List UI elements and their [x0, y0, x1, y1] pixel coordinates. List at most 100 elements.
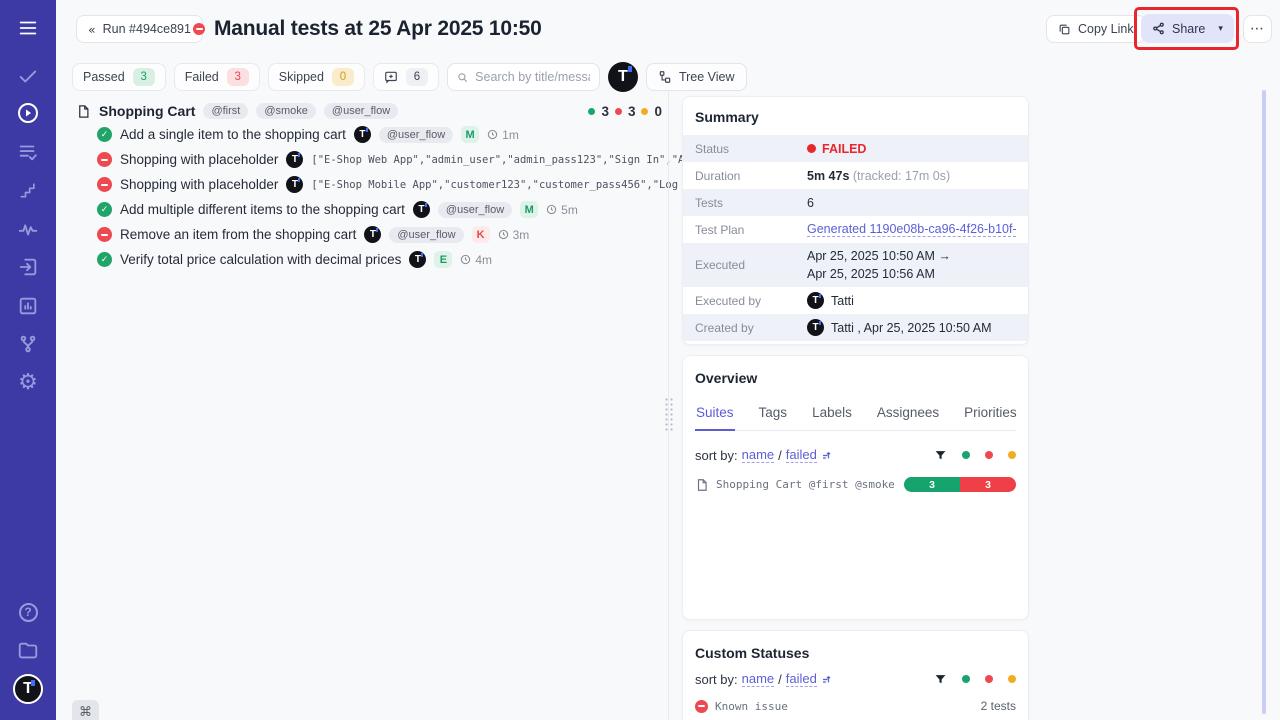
overview-title: Overview [695, 370, 758, 386]
filter-chip-skipped[interactable]: Skipped 0 [267, 63, 365, 91]
overview-suite-row[interactable]: Shopping Cart @first @smoke … 3 3 [695, 477, 1016, 492]
comment-icon [385, 71, 397, 84]
test-tag[interactable]: @user_flow [389, 226, 464, 243]
sort-direction-icon[interactable] [821, 449, 833, 461]
page-title: Manual tests at 25 Apr 2025 10:50 [214, 17, 542, 40]
test-tag[interactable]: @user_flow [437, 201, 513, 218]
run-failed-status-icon [193, 23, 205, 35]
test-failed-icon [97, 227, 112, 242]
duration: 1m [487, 128, 519, 142]
suite-tag[interactable]: @first [203, 103, 249, 119]
custom-statuses-card: Custom Statuses sort by: name / failed K… [682, 630, 1029, 720]
assignee-avatar: T [286, 176, 304, 193]
suite-row[interactable]: Shopping Cart @first @smoke @user_flow 3… [76, 100, 662, 122]
tab-assignees[interactable]: Assignees [876, 405, 940, 420]
assignee-avatar: T [412, 201, 430, 218]
test-row[interactable]: ✓ Add a single item to the shopping cart… [76, 122, 662, 147]
sort-by-failed-link[interactable]: failed [785, 447, 817, 463]
user-avatar-filter[interactable]: T [607, 62, 638, 92]
ellipsis-icon: ⋯ [1250, 21, 1265, 37]
test-row[interactable]: Remove an item from the shopping cart T … [76, 222, 662, 247]
filter-funnel-icon[interactable] [934, 449, 947, 462]
tab-suites[interactable]: Suites [695, 399, 735, 431]
search-input[interactable] [475, 70, 590, 84]
profile-avatar[interactable]: T [12, 673, 44, 705]
avatar-letter: T [23, 680, 33, 697]
failed-count-badge: 3 [226, 68, 249, 86]
tab-priorities[interactable]: Priorities [964, 405, 1017, 420]
pass-fail-bar: 3 3 [904, 477, 1016, 492]
suite-tag[interactable]: @smoke [256, 103, 316, 119]
passed-filter-dot[interactable] [962, 675, 970, 683]
comments-count-badge: 6 [405, 68, 428, 86]
suite-name: Shopping Cart [99, 103, 196, 119]
command-shortcut-button[interactable]: ⌘ [72, 700, 99, 720]
suite-file-icon [79, 104, 89, 118]
sort-by-failed-link[interactable]: failed [785, 671, 817, 687]
suite-tag[interactable]: @user_flow [323, 103, 399, 119]
assignee-avatar: T [364, 226, 382, 243]
share-dropdown-caret-icon[interactable]: ▾ [1218, 23, 1223, 34]
back-run-button[interactable]: « Run #494ce891 [76, 15, 203, 43]
right-scrollbar[interactable] [1262, 90, 1266, 714]
sort-direction-icon[interactable] [821, 673, 833, 685]
suite-counts: 3 3 0 [588, 104, 662, 119]
settings-gear-icon[interactable]: ⚙ [18, 370, 38, 395]
tab-labels[interactable]: Labels [812, 405, 852, 420]
test-failed-icon [97, 152, 112, 167]
file-icon [697, 478, 707, 491]
more-actions-button[interactable]: ⋯ [1243, 15, 1272, 43]
duration: 4m [460, 253, 492, 267]
steps-icon[interactable] [12, 174, 44, 206]
tree-view-button[interactable]: Tree View [645, 63, 747, 91]
filter-bar: Passed 3 Failed 3 Skipped 0 6 T Tree Vie… [72, 62, 747, 92]
sort-by-name-link[interactable]: name [741, 671, 775, 687]
search-box [446, 63, 600, 91]
tests-check-icon[interactable] [12, 60, 44, 92]
failed-filter-dot[interactable] [985, 451, 993, 459]
assignee-avatar: T [409, 251, 427, 268]
test-row[interactable]: Shopping with placeholder T ["E-Shop Mob… [76, 172, 782, 197]
filter-funnel-icon[interactable] [934, 673, 947, 686]
copy-icon [1059, 24, 1070, 34]
branches-icon[interactable] [12, 328, 44, 360]
created-by-avatar: T [807, 319, 824, 336]
skipped-count-badge: 0 [331, 68, 354, 86]
test-row[interactable]: ✓ Add multiple different items to the sh… [76, 197, 662, 222]
overview-card: Overview Suites Tags Labels Assignees Pr… [682, 355, 1029, 620]
comments-filter-chip[interactable]: 6 [372, 63, 439, 91]
test-plan-link[interactable]: Generated 1190e08b-ca96-4f26-b10f-d6dc..… [807, 222, 1016, 237]
share-button[interactable]: Share ▾ [1141, 14, 1234, 43]
runs-play-icon[interactable] [12, 97, 44, 129]
summary-row-test-plan: Test Plan Generated 1190e08b-ca96-4f26-b… [683, 216, 1028, 243]
test-passed-icon: ✓ [97, 252, 112, 267]
import-icon[interactable] [12, 251, 44, 283]
custom-status-row[interactable]: Known issue 2 tests [695, 699, 1016, 713]
summary-row-duration: Duration 5m 47s (tracked: 17m 0s) [695, 168, 951, 183]
help-icon[interactable]: ? [12, 596, 44, 628]
analytics-pulse-icon[interactable] [12, 213, 44, 245]
docs-folder-icon[interactable] [12, 635, 44, 667]
clock-icon [498, 229, 508, 240]
reports-chart-icon[interactable] [12, 290, 44, 322]
tab-tags[interactable]: Tags [758, 405, 788, 420]
sort-by-name-link[interactable]: name [741, 447, 775, 463]
skipped-filter-dot[interactable] [1008, 675, 1016, 683]
filter-chip-passed[interactable]: Passed 3 [72, 63, 166, 91]
duration: 3m [498, 228, 529, 242]
copy-link-button[interactable]: Copy Link [1046, 15, 1146, 43]
failed-dot-icon [807, 144, 816, 153]
failed-filter-dot[interactable] [985, 675, 993, 683]
test-plans-icon[interactable] [12, 136, 44, 168]
test-row[interactable]: ✓ Verify total price calculation with de… [76, 247, 662, 272]
overview-sort-row: sort by: name / failed [695, 447, 1016, 463]
menu-icon[interactable] [12, 12, 44, 44]
test-row[interactable]: Shopping with placeholder T ["E-Shop Web… [76, 147, 782, 172]
sidebar: ⚙ ? T [0, 0, 56, 720]
test-tag[interactable]: @user_flow [378, 126, 454, 143]
filter-chip-failed[interactable]: Failed 3 [173, 63, 260, 91]
summary-card: Summary Status FAILED Duration 5m 47s (t… [682, 96, 1029, 345]
skipped-filter-dot[interactable] [1008, 451, 1016, 459]
panel-resize-handle[interactable] [663, 396, 673, 432]
passed-filter-dot[interactable] [962, 451, 970, 459]
